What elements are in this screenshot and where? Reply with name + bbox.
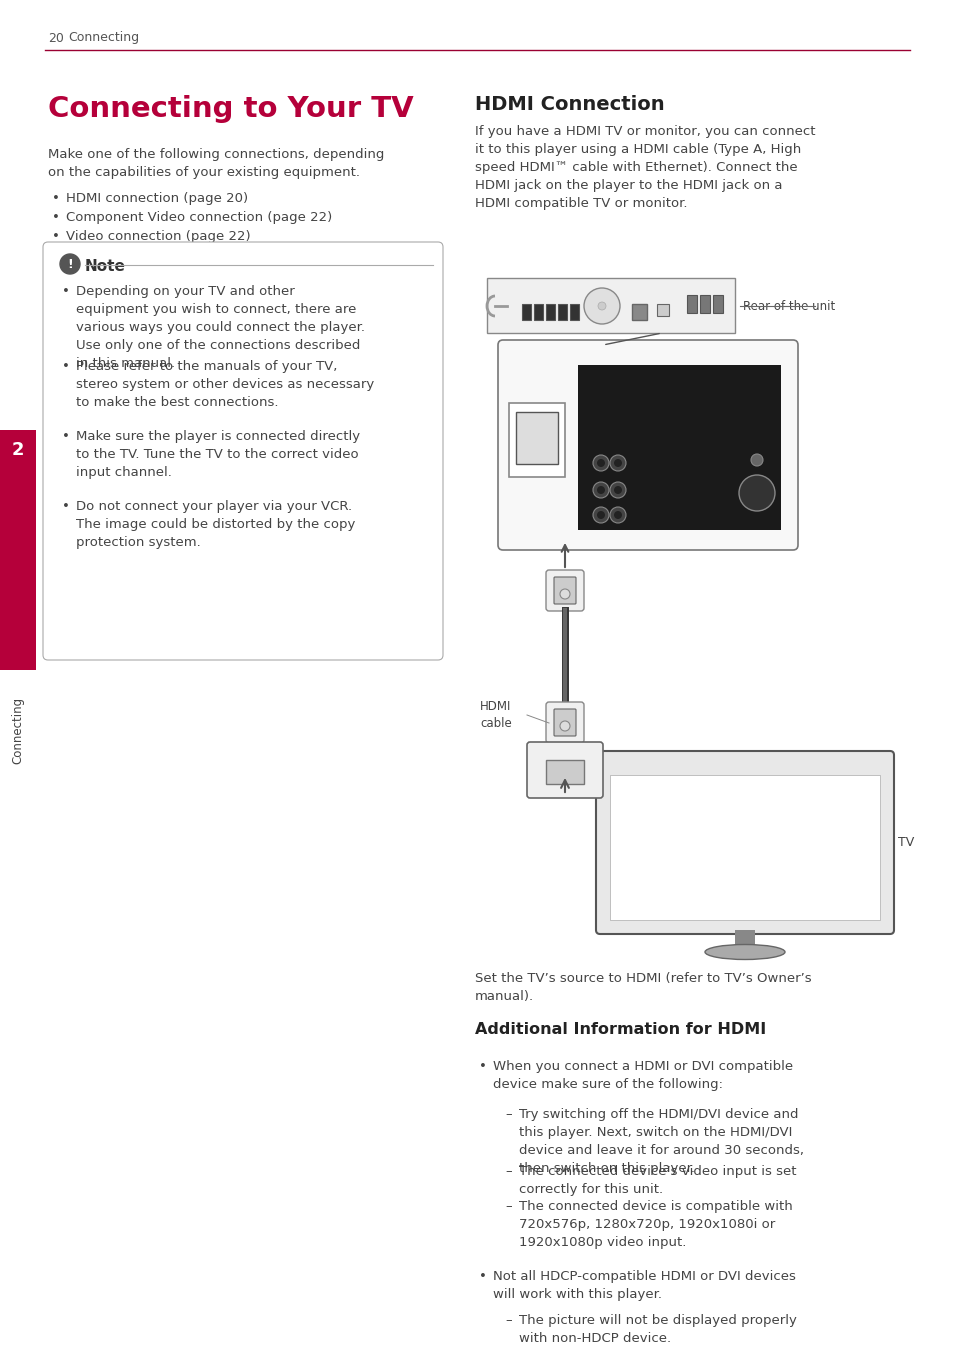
Text: •: • <box>52 211 60 223</box>
Circle shape <box>597 486 604 494</box>
Text: Rear of the unit: Rear of the unit <box>742 301 835 313</box>
Bar <box>686 295 697 313</box>
Circle shape <box>614 459 621 467</box>
Bar <box>558 305 566 320</box>
Text: When you connect a HDMI or DVI compatible
device make sure of the following:: When you connect a HDMI or DVI compatibl… <box>493 1060 792 1091</box>
Text: •: • <box>478 1270 486 1284</box>
Text: •: • <box>52 230 60 242</box>
Text: The connected device is compatible with
720x576p, 1280x720p, 1920x1080i or
1920x: The connected device is compatible with … <box>518 1200 792 1248</box>
Text: HDMI
cable: HDMI cable <box>479 700 511 730</box>
Text: Additional Information for HDMI: Additional Information for HDMI <box>475 1022 765 1037</box>
Bar <box>609 774 879 919</box>
Text: –: – <box>504 1313 511 1327</box>
Text: •: • <box>52 192 60 204</box>
Circle shape <box>739 475 774 510</box>
Text: TV: TV <box>897 835 913 849</box>
Text: Make one of the following connections, depending
on the capabilities of your exi: Make one of the following connections, d… <box>48 148 384 179</box>
Text: Note: Note <box>85 259 126 274</box>
Bar <box>631 305 646 320</box>
Bar <box>732 366 781 529</box>
FancyBboxPatch shape <box>554 709 576 737</box>
Text: ANTENNA: ANTENNA <box>739 531 765 536</box>
Text: 2: 2 <box>11 441 24 459</box>
Text: Connecting: Connecting <box>68 31 139 45</box>
Text: Depending on your TV and other
equipment you wish to connect, there are
various : Depending on your TV and other equipment… <box>76 284 365 370</box>
Text: Do not connect your player via your VCR.
The image could be distorted by the cop: Do not connect your player via your VCR.… <box>76 500 355 548</box>
Text: Set the TV’s source to HDMI (refer to TV’s Owner’s
manual).: Set the TV’s source to HDMI (refer to TV… <box>475 972 811 1003</box>
Bar <box>734 930 754 948</box>
Text: OUTPUT: OUTPUT <box>618 443 646 450</box>
Circle shape <box>614 510 621 519</box>
Text: VIDEO OUT: VIDEO OUT <box>585 535 590 566</box>
Bar <box>545 305 555 320</box>
FancyBboxPatch shape <box>545 570 583 611</box>
FancyBboxPatch shape <box>43 242 442 659</box>
Text: HDMI IN: HDMI IN <box>543 757 585 766</box>
Text: HDMI Connection: HDMI Connection <box>475 95 664 114</box>
Text: •: • <box>62 431 70 443</box>
FancyBboxPatch shape <box>516 412 558 464</box>
Text: INPUT: INPUT <box>595 443 616 450</box>
Text: Component Video connection (page 22): Component Video connection (page 22) <box>66 211 332 223</box>
Bar <box>0 431 36 670</box>
Text: AUX: AUX <box>578 481 587 486</box>
Circle shape <box>609 455 625 471</box>
Circle shape <box>593 482 608 498</box>
Text: The picture will not be displayed properly
with non-HDCP device.: The picture will not be displayed proper… <box>518 1313 796 1345</box>
Bar <box>534 305 542 320</box>
Text: Try switching off the HDMI/DVI device and
this player. Next, switch on the HDMI/: Try switching off the HDMI/DVI device an… <box>518 1108 803 1175</box>
Bar <box>700 295 709 313</box>
Text: •: • <box>478 1060 486 1072</box>
Text: Video connection (page 22): Video connection (page 22) <box>66 230 251 242</box>
Circle shape <box>593 506 608 523</box>
FancyBboxPatch shape <box>526 742 602 798</box>
Bar <box>578 366 732 529</box>
Text: !: ! <box>67 257 72 271</box>
Text: Not all HDCP-compatible HDMI or DVI devices
will work with this player.: Not all HDCP-compatible HDMI or DVI devi… <box>493 1270 795 1301</box>
Text: •: • <box>62 284 70 298</box>
Text: R: R <box>580 460 585 466</box>
Circle shape <box>614 486 621 494</box>
Circle shape <box>559 720 569 731</box>
Text: 20: 20 <box>48 31 64 45</box>
Circle shape <box>597 459 604 467</box>
Text: Please refer to the manuals of your TV,
stereo system or other devices as necess: Please refer to the manuals of your TV, … <box>76 360 374 409</box>
FancyBboxPatch shape <box>554 577 576 604</box>
Text: •: • <box>62 360 70 372</box>
FancyBboxPatch shape <box>509 403 564 477</box>
Bar <box>712 295 722 313</box>
Circle shape <box>609 482 625 498</box>
Circle shape <box>559 589 569 598</box>
Bar <box>657 305 668 315</box>
Circle shape <box>597 510 604 519</box>
FancyBboxPatch shape <box>486 278 734 333</box>
Text: L: L <box>580 504 584 510</box>
Text: –: – <box>504 1164 511 1178</box>
Circle shape <box>583 288 619 324</box>
Circle shape <box>598 302 605 310</box>
Text: Connecting to Your TV: Connecting to Your TV <box>48 95 414 123</box>
Text: –: – <box>504 1200 511 1213</box>
Circle shape <box>609 506 625 523</box>
Text: •: • <box>62 500 70 513</box>
FancyBboxPatch shape <box>596 751 893 934</box>
Bar <box>569 305 578 320</box>
Text: IN  OUT: IN OUT <box>518 485 547 494</box>
Text: Connecting: Connecting <box>11 696 25 764</box>
Circle shape <box>60 255 80 274</box>
Text: FM: FM <box>752 477 760 482</box>
Ellipse shape <box>704 945 784 960</box>
Bar <box>521 305 531 320</box>
Circle shape <box>750 454 762 466</box>
Text: The connected device’s video input is set
correctly for this unit.: The connected device’s video input is se… <box>518 1164 796 1196</box>
Text: If you have a HDMI TV or monitor, you can connect
it to this player using a HDMI: If you have a HDMI TV or monitor, you ca… <box>475 125 815 210</box>
Circle shape <box>593 455 608 471</box>
FancyBboxPatch shape <box>497 340 797 550</box>
FancyBboxPatch shape <box>545 760 583 784</box>
Text: HDMI connection (page 20): HDMI connection (page 20) <box>66 192 248 204</box>
FancyBboxPatch shape <box>545 701 583 743</box>
Text: –: – <box>504 1108 511 1121</box>
Text: Make sure the player is connected directly
to the TV. Tune the TV to the correct: Make sure the player is connected direct… <box>76 431 359 479</box>
